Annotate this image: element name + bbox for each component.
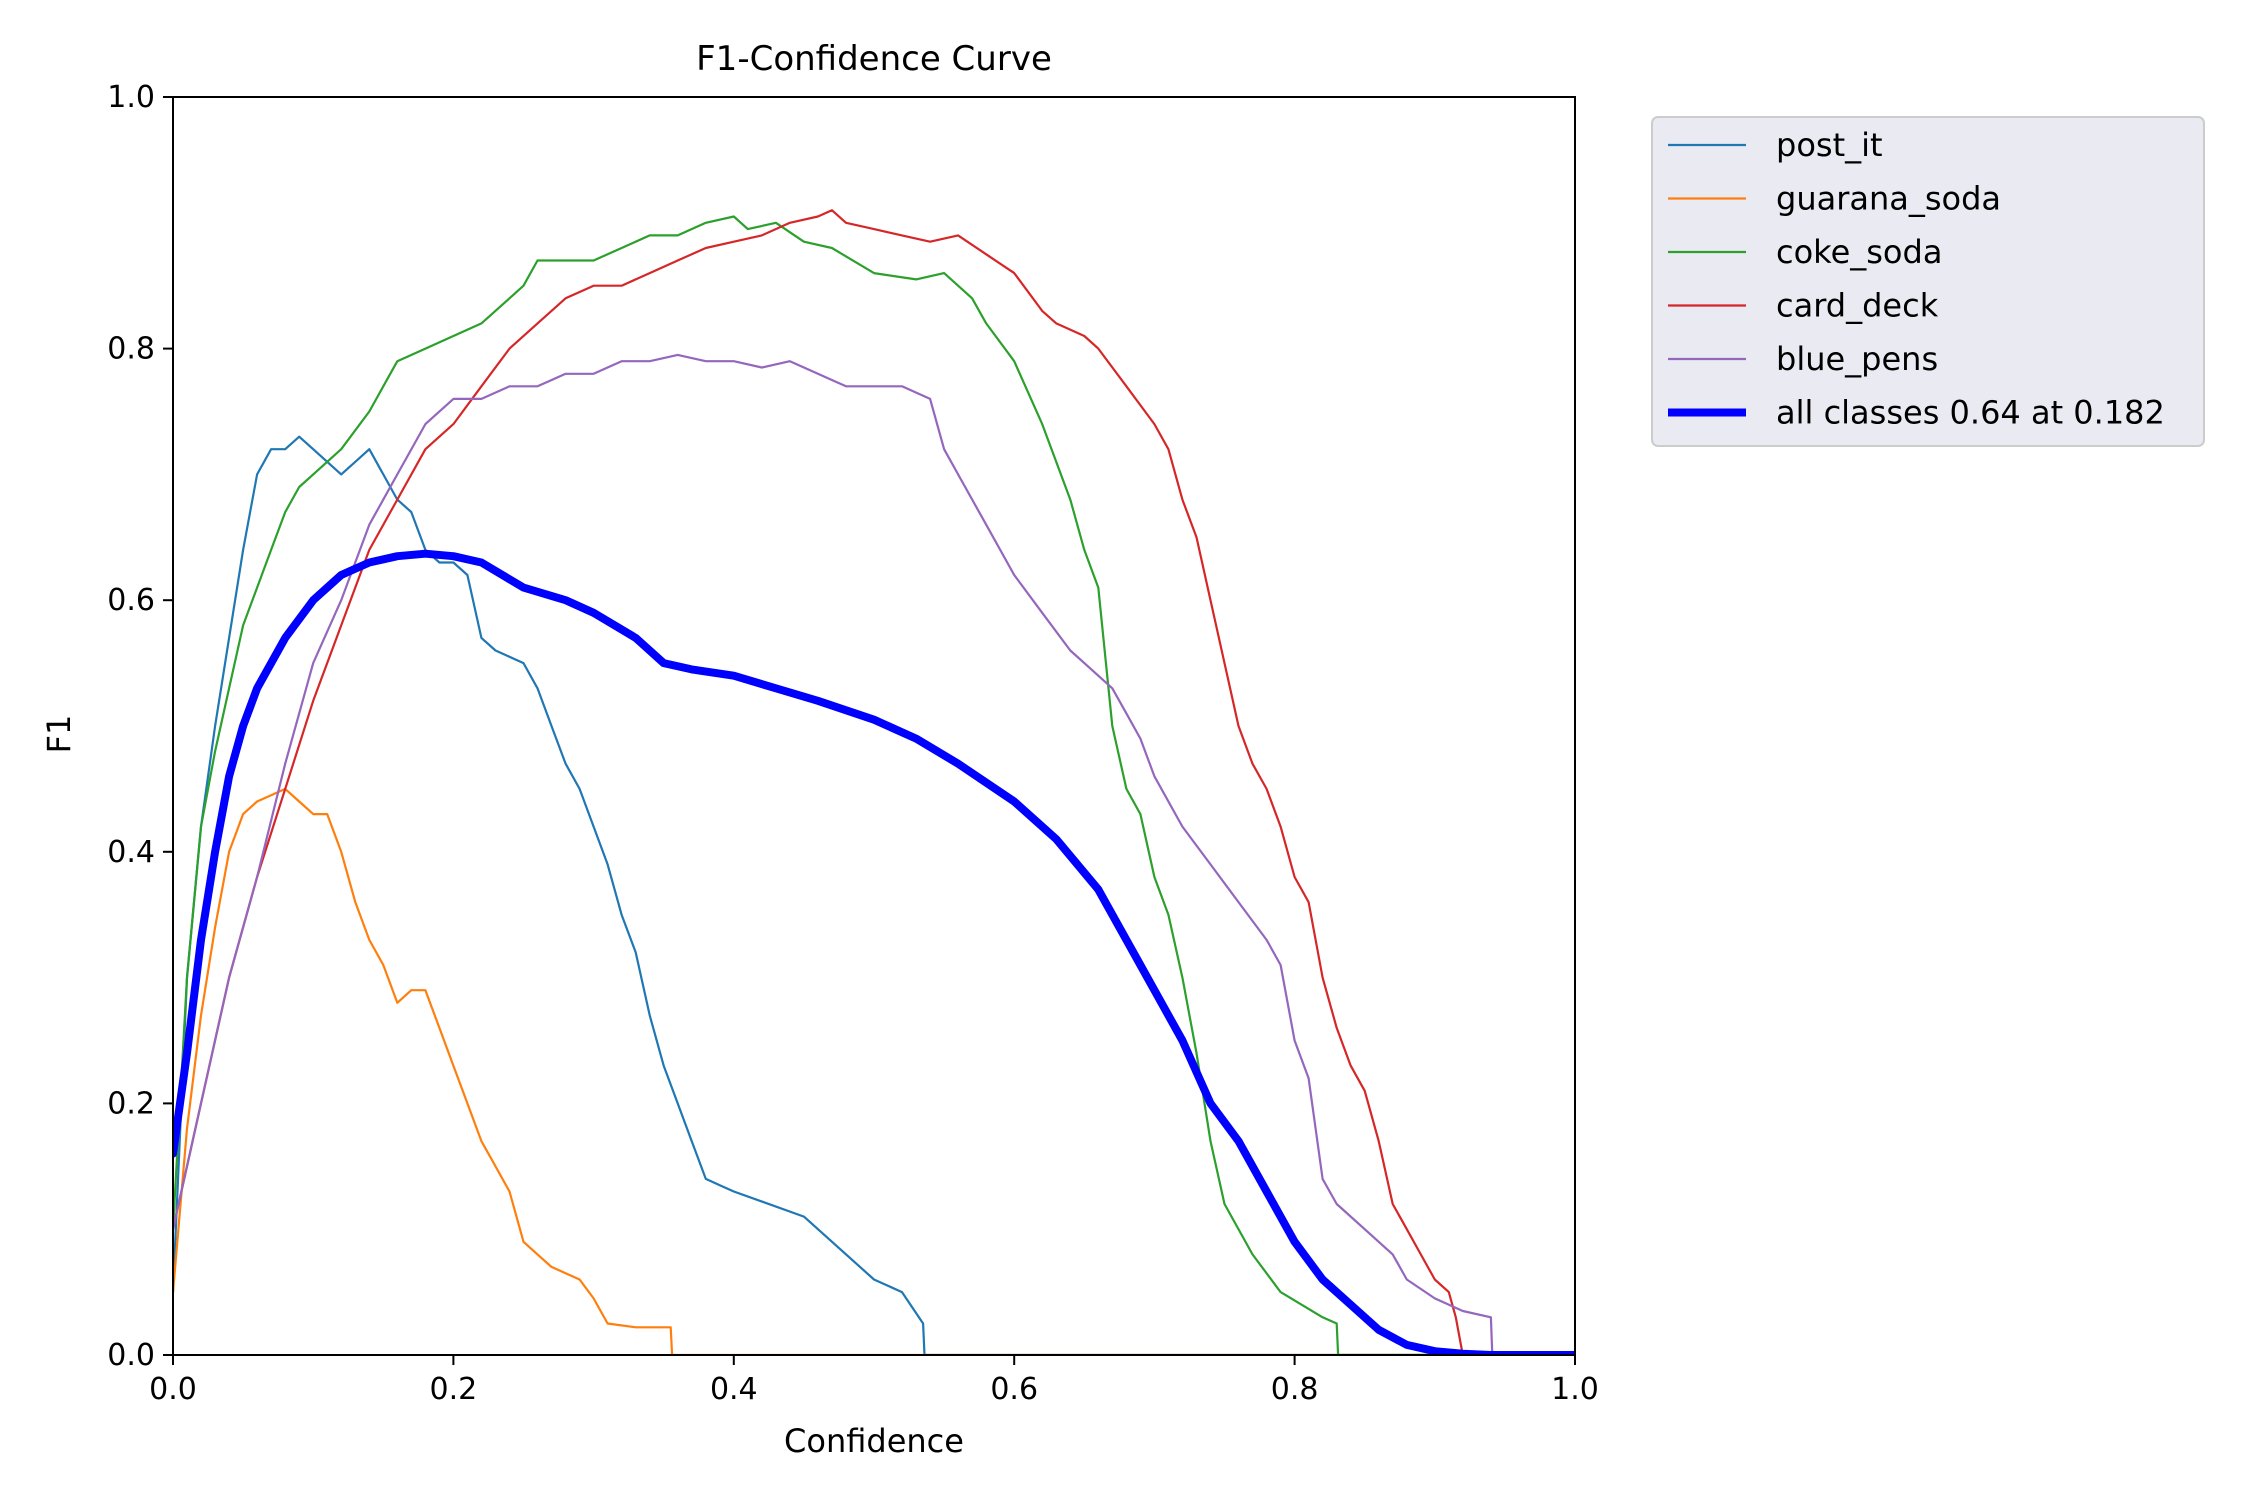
plot-frame <box>172 96 1576 1356</box>
series-lines <box>173 209 1575 1355</box>
x-axis-title: Confidence <box>784 1422 964 1460</box>
x-tick-label: 0.8 <box>1271 1372 1319 1407</box>
x-tick-label: 0.4 <box>710 1372 758 1407</box>
y-tick-label: 0.8 <box>107 332 155 367</box>
series-line-blue-pens <box>173 353 1575 1355</box>
series-line-coke-soda <box>173 215 1575 1355</box>
series-line-all-classes-0-64-at-0-182 <box>173 549 1575 1355</box>
series-line-card-deck <box>173 209 1575 1355</box>
x-tick-label: 0.2 <box>430 1372 478 1407</box>
y-axis: 0.0 0.2 0.4 0.6 0.8 1.0 <box>107 80 173 1373</box>
legend-label: guarana_soda <box>1776 180 2001 218</box>
legend-label: all classes 0.64 at 0.182 <box>1776 394 2165 432</box>
y-tick-label: 0.4 <box>107 835 155 870</box>
y-tick-label: 0.2 <box>107 1086 155 1121</box>
legend-label: post_it <box>1776 126 1883 164</box>
x-tick-label: 1.0 <box>1551 1372 1599 1407</box>
y-tick-label: 0.0 <box>107 1338 155 1373</box>
series-line-guarana-soda <box>173 787 1575 1355</box>
legend: post_it guarana_soda coke_soda card_deckblu… <box>1651 116 2205 447</box>
x-axis: 0.0 0.2 0.4 0.6 0.8 1.0 <box>149 1355 1599 1407</box>
chart-title: F1-Confidence Curve <box>696 39 1052 79</box>
y-tick-label: 1.0 <box>107 80 155 115</box>
legend-label: blue_pens <box>1776 340 1938 378</box>
legend-box <box>1651 116 2205 447</box>
plot-area <box>172 96 1576 1356</box>
x-tick-label: 0.0 <box>149 1372 197 1407</box>
y-tick-label: 0.6 <box>107 583 155 618</box>
legend-label: coke_soda <box>1776 233 1942 271</box>
x-tick-label: 0.6 <box>990 1372 1038 1407</box>
series-line-post-it <box>173 435 1575 1355</box>
y-axis-title: F1 <box>40 715 78 754</box>
legend-label: card_deck <box>1776 287 1939 325</box>
